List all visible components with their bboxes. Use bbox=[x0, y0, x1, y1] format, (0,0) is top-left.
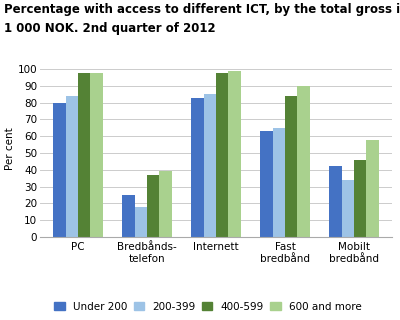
Bar bbox=[160, 172, 172, 237]
Bar bbox=[78, 73, 90, 237]
Bar bbox=[285, 96, 298, 237]
Bar bbox=[53, 103, 66, 237]
Bar bbox=[216, 73, 228, 237]
Bar bbox=[66, 96, 78, 237]
Bar bbox=[272, 128, 285, 237]
Text: Percentage with access to different ICT, by the total gross income.: Percentage with access to different ICT,… bbox=[4, 3, 400, 16]
Bar bbox=[298, 86, 310, 237]
Bar bbox=[228, 71, 241, 237]
Text: 1 000 NOK. 2nd quarter of 2012: 1 000 NOK. 2nd quarter of 2012 bbox=[4, 22, 216, 36]
Bar bbox=[342, 180, 354, 237]
Bar bbox=[191, 98, 204, 237]
Bar bbox=[147, 175, 160, 237]
Legend: Under 200, 200-399, 400-599, 600 and more: Under 200, 200-399, 400-599, 600 and mor… bbox=[54, 301, 362, 312]
Bar bbox=[90, 73, 103, 237]
Bar bbox=[122, 195, 134, 237]
Y-axis label: Per cent: Per cent bbox=[5, 127, 15, 170]
Bar bbox=[134, 207, 147, 237]
Bar bbox=[204, 94, 216, 237]
Bar bbox=[354, 160, 366, 237]
Bar bbox=[366, 140, 379, 237]
Bar bbox=[260, 131, 272, 237]
Bar bbox=[329, 166, 342, 237]
